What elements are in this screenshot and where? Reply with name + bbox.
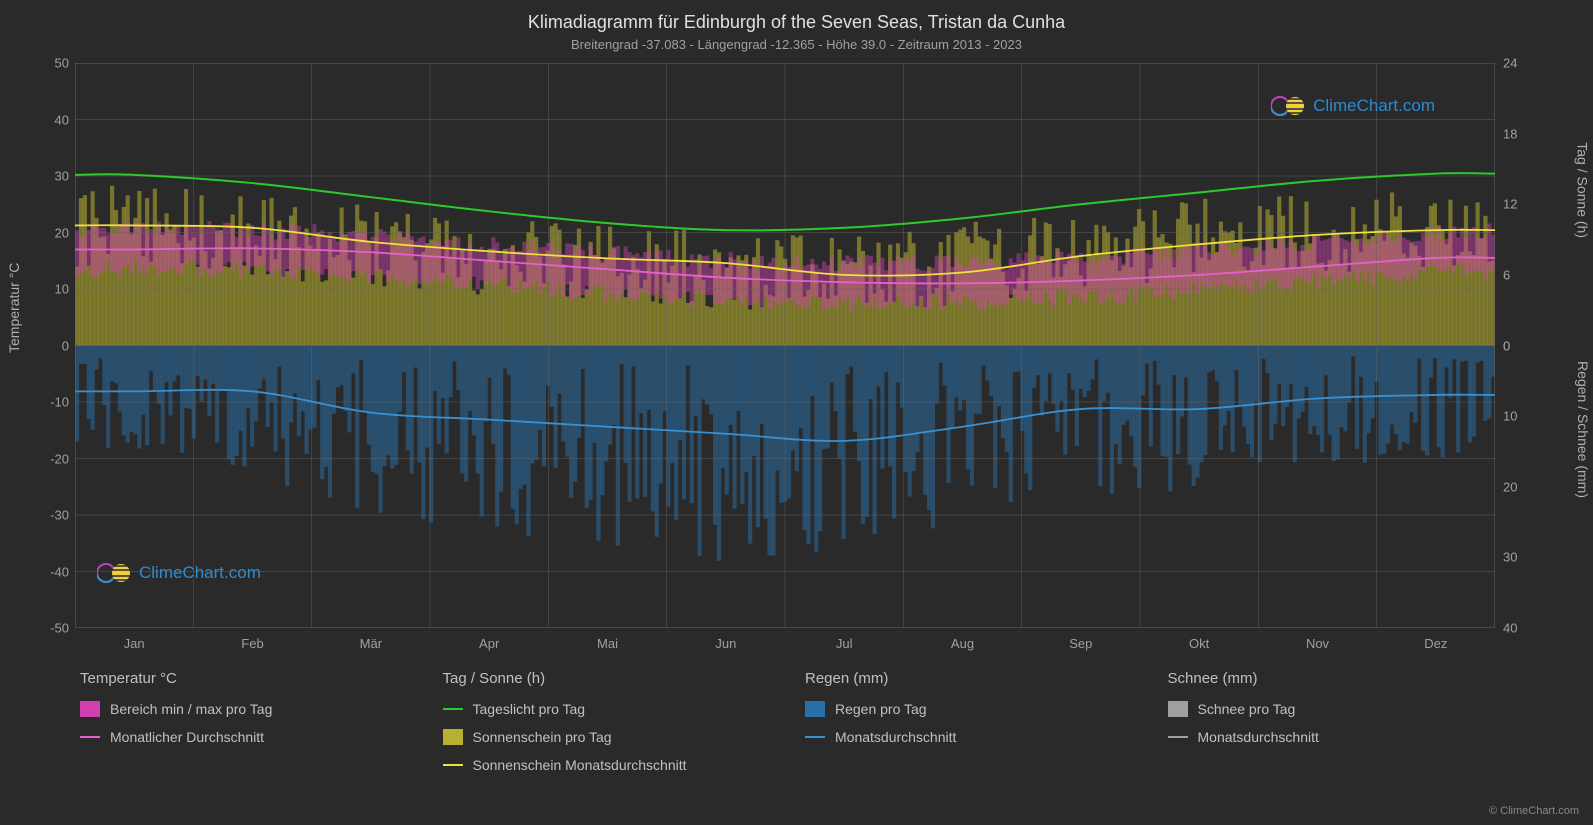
plot-area: ClimeChart.com ClimeChart.com: [75, 63, 1495, 628]
axis-tick: Okt: [1189, 636, 1209, 651]
axis-tick: 30: [1503, 550, 1517, 565]
axis-tick: 24: [1503, 56, 1517, 71]
axis-tick: -10: [50, 395, 69, 410]
chart-subtitle: Breitengrad -37.083 - Längengrad -12.365…: [0, 33, 1593, 52]
axis-tick: Aug: [951, 636, 974, 651]
axis-tick: Jul: [836, 636, 853, 651]
watermark-text: ClimeChart.com: [139, 563, 261, 583]
axis-tick: 40: [1503, 621, 1517, 636]
y-axis-right-top-label: Tag / Sonne (h): [1575, 142, 1591, 238]
axis-tick: Mär: [360, 636, 382, 651]
axis-tick: 50: [55, 56, 69, 71]
legend-heading-snow: Schnee (mm): [1168, 670, 1521, 687]
y-axis-left-label: Temperatur °C: [6, 263, 22, 353]
legend: Temperatur °C Bereich min / max pro Tag …: [80, 670, 1520, 785]
axis-tick: Apr: [479, 636, 499, 651]
axis-tick: 20: [1503, 479, 1517, 494]
axis-tick: 10: [1503, 409, 1517, 424]
swatch-icon: [80, 701, 100, 717]
legend-item-sunshine-avg: Sonnenschein Monatsdurchschnitt: [443, 757, 796, 773]
axis-tick: 0: [1503, 338, 1510, 353]
axis-tick: 0: [62, 338, 69, 353]
swatch-icon: [805, 701, 825, 717]
swatch-icon: [1168, 736, 1188, 738]
legend-heading-temp: Temperatur °C: [80, 670, 433, 687]
y-axis-right-bottom-label: Regen / Schnee (mm): [1575, 361, 1591, 498]
legend-item-daylight: Tageslicht pro Tag: [443, 701, 796, 717]
axis-tick: Mai: [597, 636, 618, 651]
axis-tick: Jan: [124, 636, 145, 651]
legend-col-temp: Temperatur °C Bereich min / max pro Tag …: [80, 670, 433, 785]
copyright: © ClimeChart.com: [1489, 805, 1579, 817]
legend-item-temp-avg: Monatlicher Durchschnitt: [80, 729, 433, 745]
legend-col-snow: Schnee (mm) Schnee pro Tag Monatsdurchsc…: [1168, 670, 1521, 785]
axis-tick: 30: [55, 169, 69, 184]
axis-tick: -30: [50, 508, 69, 523]
watermark-top: ClimeChart.com: [1271, 95, 1435, 117]
axis-tick: 6: [1503, 267, 1510, 282]
legend-heading-rain: Regen (mm): [805, 670, 1158, 687]
axis-tick: 20: [55, 225, 69, 240]
legend-col-day: Tag / Sonne (h) Tageslicht pro Tag Sonne…: [443, 670, 796, 785]
axis-tick: 18: [1503, 126, 1517, 141]
swatch-icon: [80, 736, 100, 738]
legend-item-temp-range: Bereich min / max pro Tag: [80, 701, 433, 717]
legend-col-rain: Regen (mm) Regen pro Tag Monatsdurchschn…: [805, 670, 1158, 785]
swatch-icon: [443, 764, 463, 766]
swatch-icon: [1168, 701, 1188, 717]
plot-svg: [75, 63, 1495, 628]
chart-title: Klimadiagramm für Edinburgh of the Seven…: [0, 0, 1593, 33]
axis-tick: -20: [50, 451, 69, 466]
legend-item-rain-daily: Regen pro Tag: [805, 701, 1158, 717]
swatch-icon: [443, 708, 463, 710]
axis-tick: Feb: [241, 636, 263, 651]
axis-tick: 12: [1503, 197, 1517, 212]
axis-tick: Sep: [1069, 636, 1092, 651]
swatch-icon: [805, 736, 825, 738]
swatch-icon: [443, 729, 463, 745]
legend-item-rain-avg: Monatsdurchschnitt: [805, 729, 1158, 745]
axis-tick: Jun: [715, 636, 736, 651]
legend-item-snow-avg: Monatsdurchschnitt: [1168, 729, 1521, 745]
legend-heading-day: Tag / Sonne (h): [443, 670, 796, 687]
axis-tick: 10: [55, 282, 69, 297]
axis-tick: Nov: [1306, 636, 1329, 651]
axis-tick: -40: [50, 564, 69, 579]
axis-tick: Dez: [1424, 636, 1447, 651]
watermark-text: ClimeChart.com: [1313, 96, 1435, 116]
legend-item-sunshine-daily: Sonnenschein pro Tag: [443, 729, 796, 745]
climate-chart: Klimadiagramm für Edinburgh of the Seven…: [0, 0, 1593, 825]
legend-item-snow-daily: Schnee pro Tag: [1168, 701, 1521, 717]
axis-tick: -50: [50, 621, 69, 636]
watermark-bottom: ClimeChart.com: [97, 562, 261, 584]
axis-tick: 40: [55, 112, 69, 127]
